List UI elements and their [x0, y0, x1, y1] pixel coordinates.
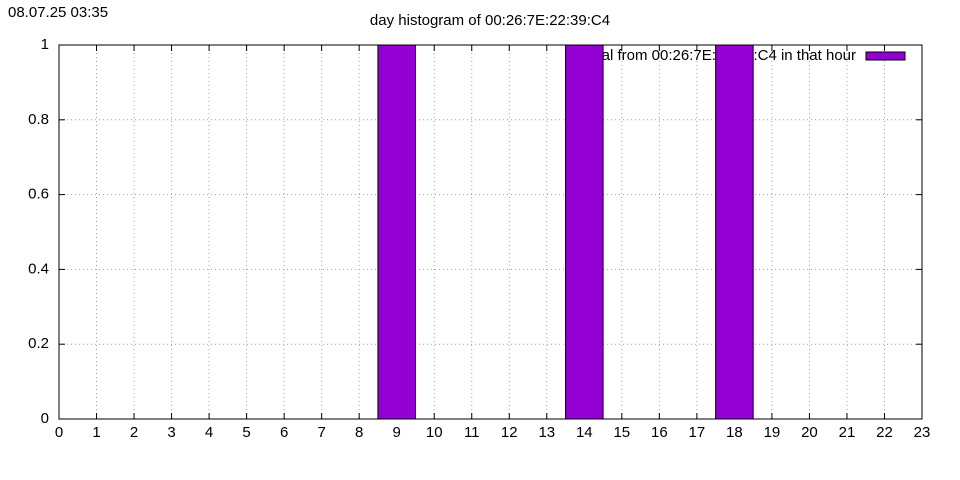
x-tick-label: 14: [576, 424, 593, 441]
x-tick-label: 5: [242, 424, 250, 441]
x-tick-label: 21: [839, 424, 856, 441]
x-tick-label: 3: [167, 424, 175, 441]
x-tick-label: 16: [651, 424, 668, 441]
y-tick-label: 0.2: [28, 335, 49, 352]
y-tick-label: 1: [41, 36, 49, 53]
chart-title: day histogram of 00:26:7E:22:39:C4: [370, 12, 610, 29]
y-tick-label: 0: [41, 410, 49, 427]
y-tick-label: 0.8: [28, 111, 49, 128]
legend-label: signal from 00:26:7E:22:39:C4 in that ho…: [574, 47, 856, 64]
x-tick-label: 6: [280, 424, 288, 441]
legend-swatch: [865, 51, 906, 61]
x-tick-label: 9: [393, 424, 401, 441]
x-tick-label: 18: [726, 424, 743, 441]
x-tick-label: 13: [538, 424, 555, 441]
x-tick-label: 11: [464, 424, 480, 441]
x-tick-label: 12: [501, 424, 518, 441]
bar: [715, 45, 754, 419]
y-tick-label: 0.6: [28, 186, 49, 203]
x-tick-label: 19: [764, 424, 781, 441]
x-tick-label: 1: [92, 424, 100, 441]
bar: [565, 45, 604, 419]
x-tick-label: 10: [426, 424, 443, 441]
y-tick-label: 0.4: [28, 260, 49, 277]
x-tick-label: 8: [355, 424, 363, 441]
x-tick-label: 15: [613, 424, 630, 441]
timestamp: 08.07.25 03:35: [8, 4, 108, 21]
x-tick-label: 7: [317, 424, 325, 441]
x-tick-label: 4: [205, 424, 213, 441]
plot-border: [58, 44, 923, 420]
x-tick-label: 2: [130, 424, 138, 441]
x-tick-label: 20: [801, 424, 818, 441]
x-tick-label: 23: [914, 424, 931, 441]
x-tick-label: 17: [689, 424, 706, 441]
x-tick-label: 22: [876, 424, 893, 441]
x-tick-label: 0: [55, 424, 63, 441]
bar: [377, 45, 416, 419]
